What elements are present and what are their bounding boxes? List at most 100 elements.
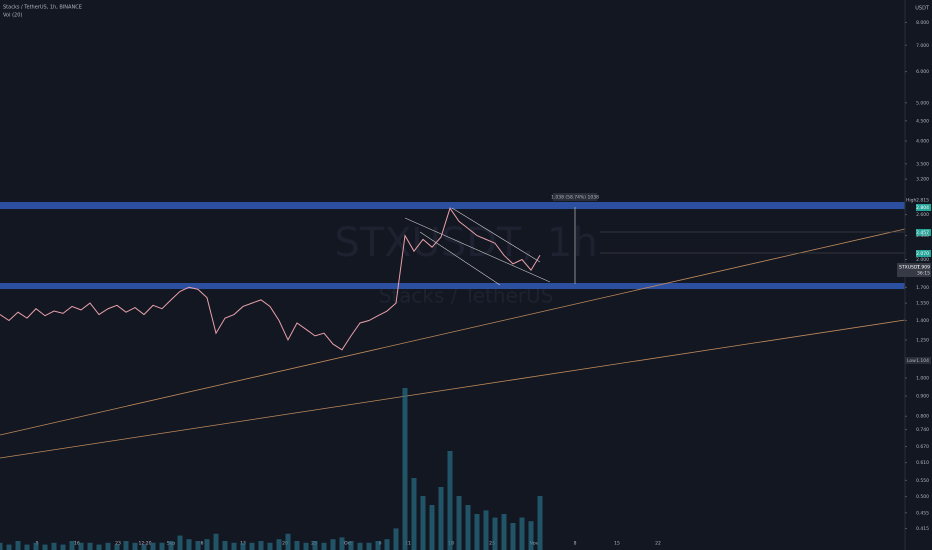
x-tick-label: Oct (344, 541, 352, 547)
volume-bar (249, 542, 255, 550)
x-tick-label: 15 (614, 541, 620, 547)
volume-bar (15, 541, 21, 550)
last-box (897, 263, 931, 277)
level-a: 2.804 (916, 205, 929, 211)
channel-line (419, 231, 501, 286)
channel-line (451, 207, 541, 263)
volume-bar (114, 544, 120, 550)
volume-bar (285, 533, 291, 550)
y-tick-label: 2.000 (916, 257, 929, 263)
y-tick-label: 7.000 (916, 43, 929, 49)
low-value: 1.104 (916, 358, 929, 364)
volume-bar (105, 542, 111, 550)
measure-box (553, 193, 597, 201)
volume-bar (321, 542, 327, 550)
volume-bar (276, 539, 282, 550)
volume-bar (447, 451, 453, 550)
watermark: STXUSDT, 1h (334, 220, 597, 266)
y-tick-label: 0.900 (916, 394, 929, 400)
volume-bar (366, 542, 372, 550)
volume-bar (312, 541, 318, 550)
x-tick-label: Nov (530, 541, 539, 547)
y-tick-label: 1.400 (916, 318, 929, 324)
volume-bar (510, 523, 516, 550)
volume-bar (42, 544, 48, 550)
volume-bar (123, 541, 129, 550)
channel-line (404, 217, 551, 283)
volume-bar (24, 544, 30, 550)
volume-bar (474, 514, 480, 550)
y-tick-label: 1.550 (916, 301, 929, 307)
y-tick-label: 1.250 (916, 337, 929, 343)
y-tick-label: 1.000 (916, 376, 929, 382)
volume-bar (132, 542, 138, 550)
volume-bar (501, 514, 507, 550)
volume-bar (267, 542, 273, 550)
volume-bar (159, 542, 165, 550)
price-labels: High 2.815 2.804 2.457 2.070 STXUSDT 1.9… (897, 198, 931, 364)
volume-bar (141, 544, 147, 550)
volume-bar (411, 478, 417, 550)
volume-bar (6, 544, 12, 550)
volume-bar (195, 541, 201, 550)
y-tick-label: 0.800 (916, 414, 929, 420)
volume-bar (429, 505, 435, 550)
volume-bar (240, 542, 246, 550)
y-tick-label: 5.000 (916, 100, 929, 106)
title: Stacks / TetherUS, 1h, BINANCE (3, 5, 82, 11)
volume-bar (213, 533, 219, 550)
trend-line (0, 319, 906, 459)
high-value: 2.815 (916, 198, 929, 204)
measure-label: 1.038 (58.74%) 1038 (551, 195, 599, 201)
y-tick-label: 0.670 (916, 444, 929, 450)
y-tick-label: 0.455 (916, 510, 929, 516)
x-tick-label: 16 (74, 541, 80, 547)
x-tick-label: 8 (574, 541, 577, 547)
volume-bar (51, 542, 57, 550)
x-tick-label: 23 (115, 541, 121, 547)
y-tick-label: 4.000 (916, 138, 929, 144)
y-tick-label: 2.300 (916, 233, 929, 239)
low-name: Low (907, 358, 916, 364)
y-tick-label: 0.740 (916, 427, 929, 433)
volume-bar (303, 542, 309, 550)
volume-bar (330, 539, 336, 550)
volume-bar (456, 496, 462, 550)
y-tick-label: 6.000 (916, 69, 929, 75)
volume-bar (204, 539, 210, 550)
last-name: STXUSDT (899, 265, 920, 271)
resistance-zone (0, 202, 905, 209)
trend-line (0, 228, 906, 436)
indicator: Vol (20) (3, 13, 22, 19)
volume-bar (537, 496, 543, 550)
label-box (916, 250, 931, 257)
y-tick-label: 2.600 (916, 212, 929, 218)
y-tick-label: 8.000 (916, 20, 929, 26)
y-tick-label: 0.610 (916, 460, 929, 466)
x-tick-label: 11 (405, 541, 411, 547)
volume-bar (465, 505, 471, 550)
volume-bar (186, 539, 192, 550)
volume-bar (78, 542, 84, 550)
volume-bar (519, 517, 525, 550)
label-box (916, 204, 931, 211)
volume-bar (357, 542, 363, 550)
y-tick-label: 3.500 (916, 161, 929, 167)
volume-bar (150, 542, 156, 550)
volume-bar (393, 528, 399, 550)
volume-bar (384, 539, 390, 550)
volume-bar (69, 541, 75, 550)
x-tick-label: 12:20 (139, 541, 152, 547)
level-b: 2.457 (916, 230, 929, 236)
last-value: 1.909 (917, 265, 930, 271)
volume-bar (420, 496, 426, 550)
volume-bar (258, 541, 264, 550)
volume-bar (348, 541, 354, 550)
currency: USDT (915, 6, 930, 12)
y-tick-label: 0.415 (916, 526, 929, 532)
countdown: 36:15 (917, 271, 930, 277)
volume-bar (96, 544, 102, 550)
high-name: High (906, 198, 916, 204)
